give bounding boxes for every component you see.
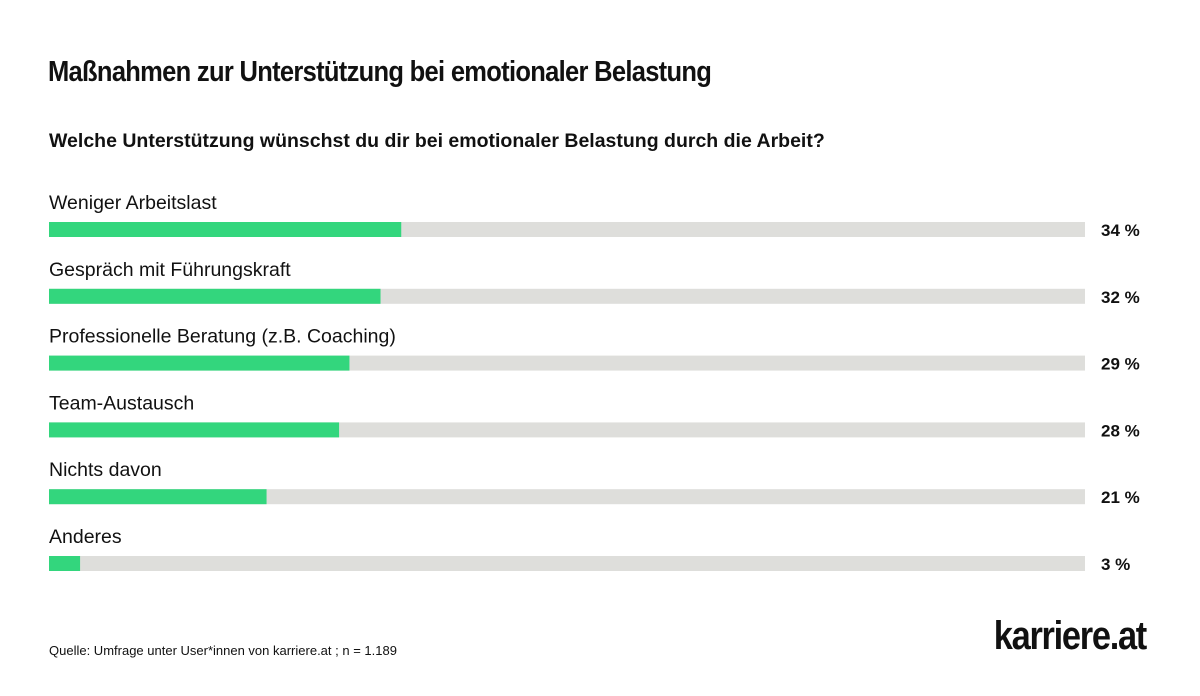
- value-label: 3 %: [1101, 555, 1130, 574]
- karriere-logo: karriere.at: [993, 614, 1147, 658]
- category-label: Professionelle Beratung (z.B. Coaching): [49, 326, 396, 348]
- category-label: Team-Austausch: [49, 392, 194, 414]
- value-label: 28 %: [1101, 421, 1140, 440]
- chart-title: Maßnahmen zur Unterstützung bei emotiona…: [48, 56, 712, 88]
- category-label: Nichts davon: [49, 459, 162, 481]
- bar: [49, 556, 81, 571]
- value-label: 29 %: [1101, 355, 1140, 374]
- bar-track: [49, 489, 1085, 505]
- value-label: 21 %: [1101, 488, 1140, 507]
- bar: [49, 222, 402, 237]
- category-label: Weniger Arbeitslast: [49, 192, 217, 214]
- category-label: Anderes: [49, 526, 122, 548]
- bar: [49, 489, 267, 505]
- value-label: 32 %: [1101, 288, 1140, 307]
- value-label: 34 %: [1101, 221, 1140, 240]
- bar: [49, 355, 350, 371]
- chart-subtitle: Welche Unterstützung wünschst du dir bei…: [49, 130, 825, 152]
- bar: [49, 288, 381, 304]
- bar: [49, 422, 340, 438]
- source-note: Quelle: Umfrage unter User*innen von kar…: [49, 643, 397, 658]
- category-label: Gespräch mit Führungskraft: [49, 259, 291, 281]
- bar-track: [49, 556, 1085, 571]
